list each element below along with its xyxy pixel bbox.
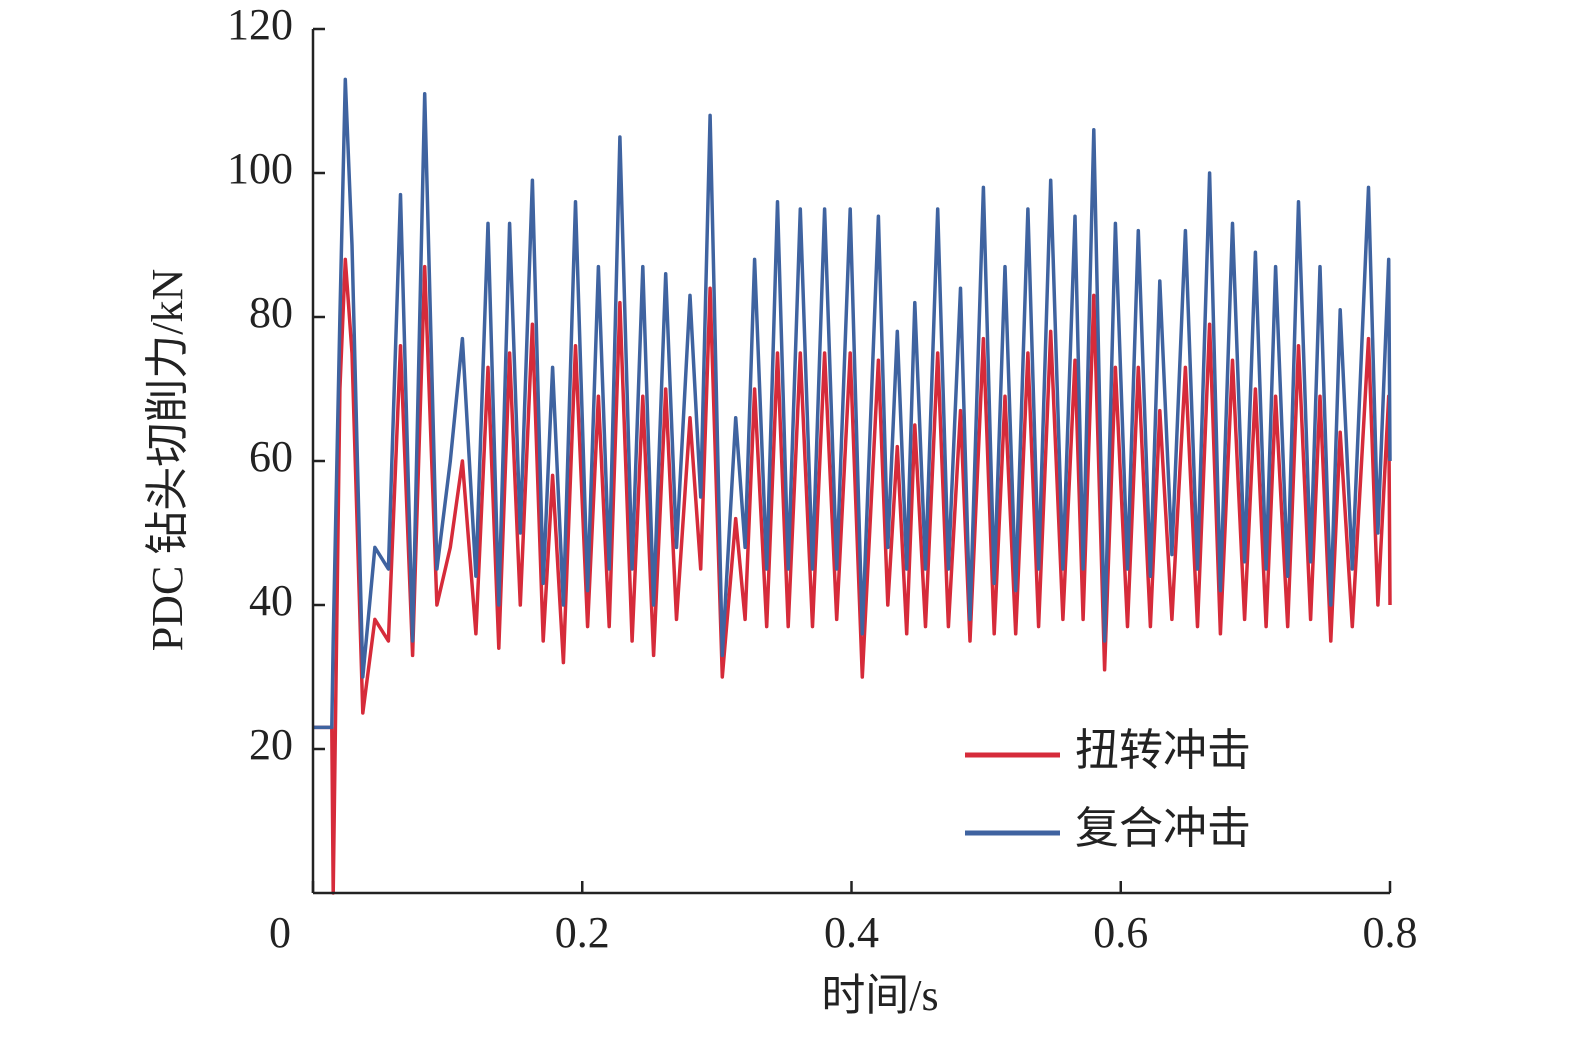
legend-label: 复合冲击 xyxy=(1075,804,1251,853)
x-tick-label: 0.8 xyxy=(1363,908,1418,957)
x-axis-label: 时间/s xyxy=(821,971,938,1020)
y-tick-label: 120 xyxy=(227,0,293,49)
legend-label: 扭转冲击 xyxy=(1075,726,1251,775)
x-tick-label: 0.6 xyxy=(1093,908,1148,957)
y-tick-label: 80 xyxy=(249,288,293,337)
x-tick-label: 0.4 xyxy=(824,908,879,957)
y-tick-label: 100 xyxy=(227,144,293,193)
y-tick-label: 40 xyxy=(249,576,293,625)
y-tick-label: 20 xyxy=(249,720,293,769)
x-tick-label: 0.2 xyxy=(555,908,610,957)
y-axis-label: PDC 钻头切削力/kN xyxy=(143,269,192,652)
x-tick-label: 0 xyxy=(269,908,291,957)
data-line xyxy=(313,77,1392,730)
y-tick-label: 60 xyxy=(249,432,293,481)
